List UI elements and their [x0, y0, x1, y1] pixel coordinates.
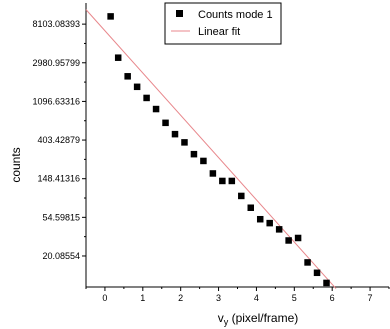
x-tick-label: 2: [178, 293, 183, 303]
data-point: [323, 279, 330, 287]
x-axis-title-suffix: (pixel/frame): [228, 311, 298, 325]
data-point: [152, 105, 160, 113]
data-points-layer: [107, 13, 330, 287]
x-axis-title-subscript: y: [224, 317, 229, 327]
data-point: [114, 54, 122, 61]
x-tick-label: 1: [140, 293, 145, 303]
data-point: [219, 177, 226, 185]
x-tick-label: 6: [330, 293, 335, 303]
data-point: [143, 94, 150, 102]
y-tick-label: 1096.63316: [32, 96, 80, 106]
data-point: [266, 219, 273, 227]
y-axis-title: counts: [9, 147, 23, 182]
data-point: [200, 157, 207, 165]
y-tick-label: 403.42879: [37, 135, 80, 145]
x-axis-title-main: v: [218, 311, 224, 325]
data-point: [275, 226, 283, 233]
x-axis-title: vy (pixel/frame): [218, 311, 299, 327]
data-point: [190, 150, 198, 158]
x-tick-label: 7: [368, 293, 373, 303]
x-tick-label: 5: [292, 293, 297, 303]
plot-frame: [85, 3, 389, 288]
data-point: [162, 119, 169, 127]
y-tick-label: 2980.95799: [32, 58, 80, 68]
data-point: [238, 192, 245, 200]
data-point: [133, 83, 141, 91]
legend-label-fit: Linear fit: [198, 26, 240, 38]
y-tick-label: 20.08554: [42, 251, 80, 261]
data-point: [228, 177, 236, 185]
legend-marker-square: [176, 10, 183, 17]
y-axis-ticks: 20.08554 54.59815 148.41316 403.42879 1096.6…: [32, 19, 86, 261]
legend: Counts mode 1 Linear fit: [164, 2, 282, 45]
data-point: [181, 139, 188, 146]
data-point: [124, 73, 131, 80]
y-tick-label: 148.41316: [37, 174, 80, 184]
x-tick-label: 4: [254, 293, 259, 303]
data-point: [313, 269, 321, 277]
data-point: [294, 234, 302, 242]
data-point: [285, 237, 292, 244]
data-point: [304, 259, 311, 266]
y-tick-label: 8103.08393: [32, 19, 80, 29]
x-tick-label: 0: [102, 293, 107, 303]
x-tick-label: 3: [216, 293, 221, 303]
data-point: [171, 130, 179, 138]
data-point: [256, 215, 264, 223]
legend-label-counts: Counts mode 1: [198, 9, 273, 21]
y-tick-label: 54.59815: [42, 212, 80, 222]
data-point: [209, 170, 217, 177]
legend-box: [164, 2, 282, 45]
data-point: [107, 13, 114, 20]
x-axis-ticks: 0 1 2 3 4 5 6 7: [85, 287, 390, 303]
fit-line-layer: [85, 9, 337, 289]
data-point: [247, 204, 255, 211]
fit-line: [85, 9, 337, 289]
